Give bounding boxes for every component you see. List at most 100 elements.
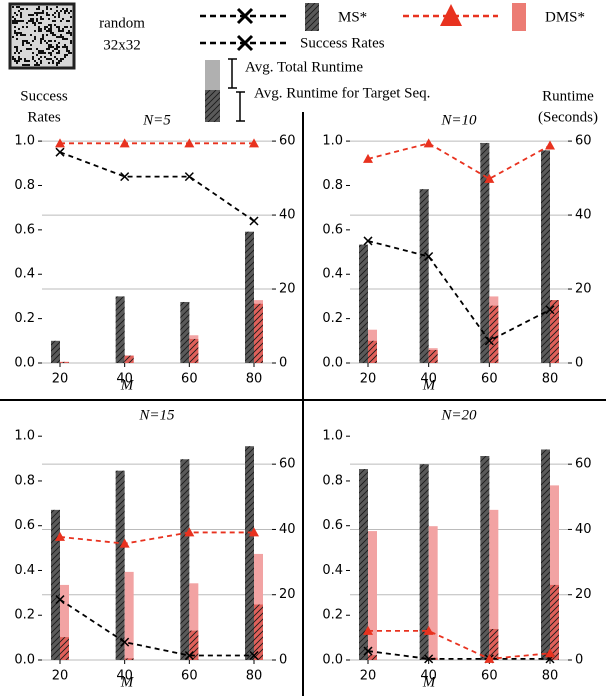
map-cell [36,20,38,22]
map-cell [46,34,48,36]
y-tick-label: 1.0 [14,429,35,444]
left-axis-label: Rates [27,109,60,125]
map-cell [40,42,42,44]
map-cell [22,42,24,44]
map-cell [34,36,36,38]
map-cell [22,26,24,28]
map-cell [18,20,20,22]
map-cell [12,36,14,38]
map-cell [60,58,62,60]
chart-title: N=10 [440,112,477,128]
map-cell [50,52,52,54]
map-cell [70,34,72,36]
map-cell [40,16,42,18]
map-cell [54,34,56,36]
map-cell [70,10,72,12]
map-cell [52,60,54,62]
map-cell [64,56,66,58]
runtime-bar-hatch [429,350,438,363]
runtime-bar-hatch [550,585,559,660]
x-axis-label: M [422,377,437,393]
runtime-bar-hatch [254,605,263,660]
runtime-bar-hatch [368,341,377,363]
map-cell [50,40,52,42]
map-cell [14,12,16,14]
map-cell [26,60,28,62]
map-cell [58,26,60,28]
x-tick-label: 80 [542,669,559,684]
runtime-bar-hatch [541,449,550,660]
map-cell [32,52,34,54]
map-cell [68,32,70,34]
map-cell [50,54,52,56]
map-cell [14,32,16,34]
runtime-bar-hatch [51,510,60,660]
runtime-bar-hatch [420,189,429,363]
triangle-marker [184,138,194,147]
map-cell [26,42,28,44]
map-cell [48,18,50,20]
success-line [60,532,254,543]
map-cell [26,8,28,10]
map-cell [50,58,52,60]
map-cell [44,56,46,58]
map-cell [14,20,16,22]
map-cell [20,14,22,16]
map-cell [48,24,50,26]
map-cell [66,54,68,56]
figure: random 32x32 MS* DMS* Success Rates Avg.… [0,0,606,696]
map-cell [38,52,40,54]
map-cell [48,48,50,50]
map-cell [40,12,42,14]
map-cell [50,28,52,30]
map-cell [42,10,44,12]
map-cell [50,32,52,34]
map-cell [48,40,50,42]
map-cell [46,6,48,8]
map-cell [56,10,58,12]
runtime-bar [368,531,377,660]
runtime-bar-hatch [60,637,69,660]
map-cell [22,8,24,10]
map-cell [36,12,38,14]
map-cell [54,16,56,18]
map-cell [20,34,22,36]
runtime-bar-hatch [189,339,198,363]
map-cell [50,30,52,32]
map-cell [34,64,36,66]
map-cell [34,22,36,24]
runtime-bar-hatch [368,655,377,660]
map-cell [54,12,56,14]
map-cell [38,30,40,32]
map-cell [18,6,20,8]
map-cell [14,18,16,20]
map-cell [48,58,50,60]
map-cell [56,48,58,50]
map-cell [50,24,52,26]
map-cell [70,16,72,18]
map-cell [24,34,26,36]
map-cell [38,12,40,14]
map-cell [66,48,68,50]
map-cell [28,14,30,16]
runtime-bar-hatch [125,658,134,660]
map-cell [70,40,72,42]
map-cell [50,8,52,10]
map-cell [64,46,66,48]
map-cell [20,32,22,34]
y-tick-label: 0.8 [14,178,35,193]
map-cell [16,62,18,64]
map-cell [16,34,18,36]
map-cell [16,50,18,52]
map-cell [48,52,50,54]
y-tick-label: 0.6 [322,222,343,237]
success-line [368,651,550,659]
map-cell [36,14,38,16]
map-cell [48,46,50,48]
map-cell [28,60,30,62]
map-cell [48,30,50,32]
map-cell [20,58,22,60]
map-cell [60,34,62,36]
x-tick-label: 80 [246,669,263,684]
map-cell [54,24,56,26]
